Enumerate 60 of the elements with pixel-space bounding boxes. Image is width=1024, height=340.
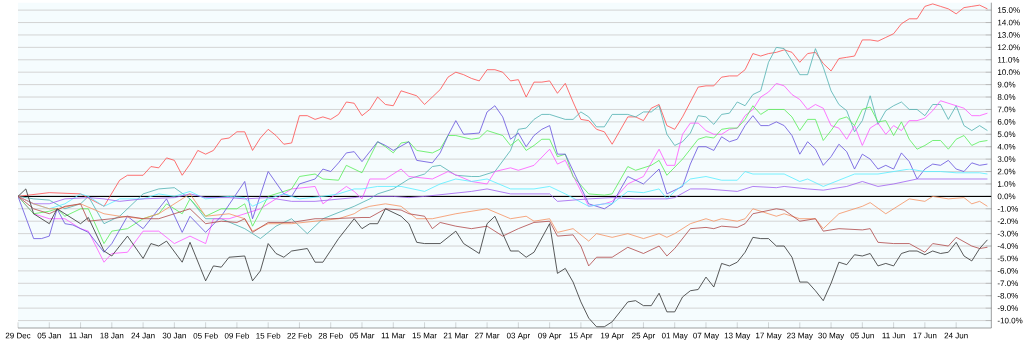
y-tick-label: -10.0% bbox=[997, 317, 1023, 324]
x-tick-label: 28 Feb bbox=[318, 332, 343, 339]
y-tick-label: 2.0% bbox=[997, 168, 1016, 175]
x-tick-label: 05 Mar bbox=[349, 332, 375, 339]
y-tick-label: 11.0% bbox=[997, 56, 1020, 63]
x-tick-label: 22 Feb bbox=[287, 332, 312, 339]
y-tick-label: -3.0% bbox=[997, 230, 1019, 237]
y-tick-label: 15.0% bbox=[997, 7, 1020, 13]
x-tick-label: 11 Jan bbox=[69, 332, 92, 339]
x-tick-label: 24 Jun bbox=[944, 332, 968, 339]
x-tick-label: 09 Apr bbox=[538, 332, 562, 340]
x-tick-label: 05 Jan bbox=[37, 332, 61, 339]
x-tick-label: 17 May bbox=[756, 332, 782, 340]
y-tick-label: 4.0% bbox=[997, 143, 1016, 150]
line-series bbox=[18, 3, 988, 207]
line-series bbox=[18, 46, 988, 239]
y-tick-label: -6.0% bbox=[997, 268, 1019, 274]
y-tick-label: -4.0% bbox=[997, 243, 1019, 249]
line-series bbox=[18, 188, 988, 328]
y-tick-label: 9.0% bbox=[997, 81, 1016, 88]
y-tick-label: 1.0% bbox=[997, 181, 1016, 187]
x-tick-label: 05 Jun bbox=[850, 332, 874, 339]
y-tick-label: -1.0% bbox=[997, 205, 1019, 212]
y-tick-label: -9.0% bbox=[997, 305, 1019, 311]
x-tick-label: 27 Mar bbox=[475, 332, 500, 339]
x-tick-label: 07 May bbox=[693, 332, 720, 340]
x-tick-label: 25 Apr bbox=[632, 332, 656, 340]
x-tick-label: 30 Jan bbox=[162, 332, 186, 339]
y-tick-label: 5.0% bbox=[997, 131, 1016, 138]
y-tick-label: -2.0% bbox=[997, 218, 1019, 225]
x-tick-label: 24 Jan bbox=[131, 332, 155, 339]
x-tick-label: 30 May bbox=[818, 332, 845, 340]
y-tick-label: 8.0% bbox=[997, 94, 1016, 100]
y-tick-label: 10.0% bbox=[997, 69, 1020, 76]
x-tick-label: 17 Jun bbox=[913, 332, 937, 339]
x-tick-label: 29 Dec bbox=[5, 332, 31, 339]
x-tick-label: 11 Jun bbox=[882, 332, 905, 339]
y-tick-label: 13.0% bbox=[997, 32, 1020, 38]
x-tick-label: 11 Mar bbox=[381, 332, 406, 339]
x-tick-label: 19 Apr bbox=[600, 332, 624, 340]
x-tick-label: 05 Feb bbox=[193, 332, 218, 339]
x-tick-label: 15 Feb bbox=[256, 332, 281, 339]
x-tick-label: 09 Feb bbox=[224, 332, 250, 339]
x-tick-label: 03 Apr bbox=[506, 332, 530, 340]
x-tick-label: 15 Apr bbox=[569, 332, 593, 340]
x-tick-label: 01 May bbox=[661, 332, 688, 340]
x-tick-label: 21 Mar bbox=[443, 332, 469, 339]
y-tick-label: -8.0% bbox=[997, 292, 1019, 299]
x-tick-label: 18 Jan bbox=[100, 332, 124, 339]
y-tick-label: 3.0% bbox=[997, 156, 1016, 162]
y-tick-label: 12.0% bbox=[997, 44, 1020, 51]
y-tick-label: 6.0% bbox=[997, 119, 1016, 125]
y-tick-label: -7.0% bbox=[997, 280, 1019, 287]
y-tick-label: 0.0% bbox=[997, 193, 1016, 200]
y-tick-label: 14.0% bbox=[997, 19, 1020, 26]
y-tick-label: 7.0% bbox=[997, 106, 1016, 113]
y-tick-label: -5.0% bbox=[997, 255, 1019, 262]
x-tick-label: 13 May bbox=[724, 332, 751, 340]
x-tick-label: 23 May bbox=[787, 332, 813, 340]
x-tick-label: 15 Mar bbox=[412, 332, 437, 339]
